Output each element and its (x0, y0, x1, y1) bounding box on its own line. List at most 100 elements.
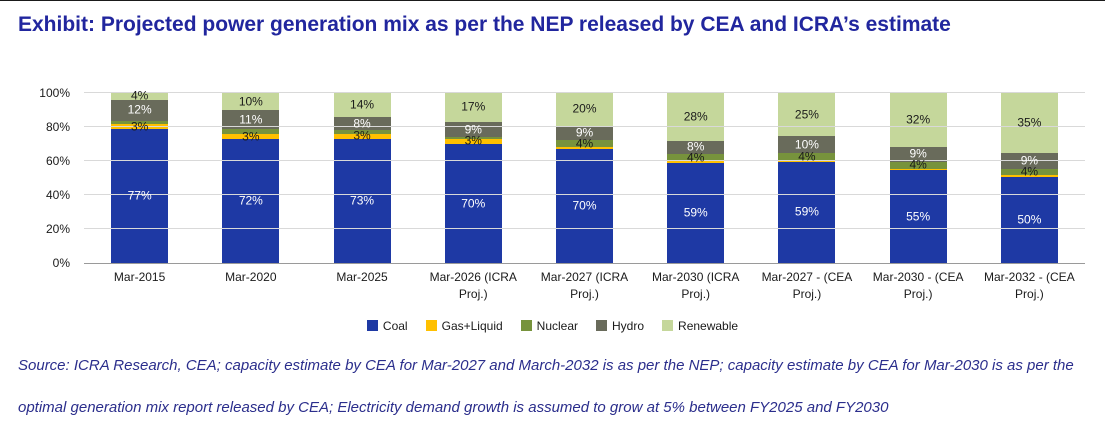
bar-segment-coal: 50% (1000, 177, 1058, 263)
bar-segment-hydro: 9% (555, 125, 613, 141)
bar-segment-renewable: 28% (667, 93, 725, 141)
bar-segment-coal: 72% (222, 139, 280, 263)
bar-segment-renewable: 20% (555, 93, 613, 126)
legend-label: Renewable (678, 318, 739, 333)
stacked-bar: 17% 9% 3% 70% (444, 93, 502, 263)
segment-value-label: 8% (353, 116, 371, 131)
y-axis-tick-0: 0% (52, 256, 70, 270)
bar-segment-coal: 59% (667, 162, 725, 263)
bar-segment-nuclear: 4% (778, 150, 836, 163)
y-axis-tick-40: 40% (45, 188, 70, 202)
bar-slot: 14% 8% 3% 73% (306, 93, 417, 263)
stacked-bar: 14% 8% 3% 73% (333, 93, 391, 263)
y-axis: 0% 20% 40% 60% 80% 100% (20, 86, 78, 270)
grid-line-80 (84, 126, 1085, 127)
grid-line-40 (84, 194, 1085, 195)
segment-value-label: 32% (906, 112, 931, 127)
bar-segment-gas-liquid (667, 161, 725, 163)
bar-segment-hydro: 8% (667, 140, 725, 155)
grid-line-100 (84, 92, 1085, 93)
legend-swatch-nuclear (520, 320, 532, 332)
legend-label: Hydro (612, 318, 645, 333)
segment-value-label: 72% (238, 193, 263, 208)
grid-line-20 (84, 228, 1085, 229)
bar-segment-coal: 73% (333, 138, 391, 263)
segment-value-label: 11% (239, 112, 263, 127)
segment-value-label: 59% (794, 204, 819, 219)
legend-item-hydro: Hydro (596, 319, 644, 333)
y-axis-tick-100: 100% (39, 86, 70, 100)
plot-row: 0% 20% 40% 60% 80% 100% 4% 12% 3% 77% 10% 11% 3% 72%… (20, 86, 1085, 270)
bar-segment-coal: 70% (444, 144, 502, 263)
stacked-bar: 35% 9% 4% 50% (1000, 93, 1058, 263)
y-axis-tick-20: 20% (45, 222, 70, 236)
chart-title: Exhibit: Projected power generation mix … (18, 13, 951, 36)
x-axis: Mar-2015 Mar-2020 Mar-2025 Mar-2026 (ICRA P… (84, 263, 1085, 303)
segment-value-label: 20% (572, 101, 597, 116)
segment-value-label: 73% (350, 193, 375, 208)
segment-value-label: 10% (238, 94, 263, 109)
bar-segment-renewable: 4% (111, 89, 169, 102)
category-label: Mar-2027 - (CEA Proj.) (761, 270, 853, 301)
bar-segment-coal: 55% (889, 170, 947, 263)
segment-value-label: 17% (461, 99, 486, 114)
bar-slot: 20% 9% 4% 70% (529, 93, 640, 263)
bar-segment-coal: 70% (555, 148, 613, 263)
bar-slot: 4% 12% 3% 77% (84, 89, 195, 263)
segment-value-label: 50% (1017, 212, 1042, 227)
bar-segment-nuclear (111, 120, 169, 125)
legend-item-gas-liquid: Gas+Liquid (425, 319, 503, 333)
bar-segment-hydro: 8% (333, 117, 391, 131)
plot-area: 4% 12% 3% 77% 10% 11% 3% 72% 14% 8% 3% 73% 17% 9% 3% 70… (84, 89, 1085, 264)
bar-segment-coal: 77% (111, 129, 169, 263)
category-label: Mar-2025 (336, 270, 388, 284)
legend-label: Coal (382, 318, 408, 333)
legend-swatch-gas-liquid (425, 320, 437, 332)
y-axis-tick-80: 80% (45, 120, 70, 134)
bar-slot: 28% 8% 4% 59% (640, 93, 751, 263)
source-note-line-1: Source: ICRA Research, CEA; capacity est… (18, 357, 1074, 374)
legend-swatch-hydro (596, 320, 608, 332)
bar-slot: 32% 9% 4% 55% (863, 93, 974, 263)
category-label: Mar-2020 (225, 270, 277, 284)
bar-segment-gas-liquid (889, 168, 947, 171)
bar-segment-hydro: 9% (444, 121, 502, 138)
segment-value-label: 14% (350, 97, 375, 112)
legend-label: Nuclear (536, 318, 579, 333)
segment-value-label: 70% (572, 198, 597, 213)
bar-segment-renewable: 10% (222, 93, 280, 111)
stacked-bar: 20% 9% 4% 70% (555, 93, 613, 263)
bar-segment-renewable: 14% (333, 93, 391, 117)
segment-value-label: 12% (127, 102, 152, 117)
stacked-bar: 25% 10% 4% 59% (778, 93, 836, 263)
bar-segment-hydro: 10% (778, 135, 836, 154)
category-label: Mar-2030 - (CEA Proj.) (872, 270, 964, 301)
bar-segment-nuclear (222, 129, 280, 135)
category-label: Mar-2027 (ICRA Proj.) (540, 270, 629, 301)
segment-value-label: 10% (794, 137, 819, 152)
category-label: Mar-2015 (113, 270, 166, 284)
bars-container: 4% 12% 3% 77% 10% 11% 3% 72% 14% 8% 3% 73% 17% 9% 3% 70… (84, 89, 1085, 263)
y-axis-tick-60: 60% (45, 154, 70, 168)
category-label: Mar-2026 (ICRA Proj.) (429, 270, 517, 301)
bar-segment-renewable: 17% (444, 93, 502, 122)
bar-slot: 10% 11% 3% 72% (195, 93, 306, 263)
bar-segment-gas-liquid (555, 146, 613, 149)
bar-segment-renewable: 25% (778, 93, 836, 136)
category-label: Mar-2032 - (CEA Proj.) (984, 270, 1075, 301)
bar-segment-coal: 59% (778, 161, 836, 263)
legend-swatch-coal (366, 320, 378, 332)
bar-slot: 25% 10% 4% 59% (751, 93, 862, 263)
bar-segment-nuclear: 4% (889, 158, 947, 171)
stacked-bar: 32% 9% 4% 55% (889, 93, 947, 263)
segment-value-label: 59% (683, 205, 708, 220)
segment-value-label: 70% (461, 196, 486, 210)
source-note-line-2: optimal generation mix report released b… (18, 399, 889, 416)
legend: Coal Gas+Liquid Nuclear Hydro Renewable (20, 319, 1085, 333)
segment-value-label: 8% (687, 139, 705, 154)
segment-value-label: 35% (1017, 115, 1042, 130)
stacked-bar: 4% 12% 3% 77% (111, 89, 169, 263)
bar-segment-renewable: 35% (1000, 93, 1058, 154)
bar-segment-hydro: 12% (111, 99, 169, 121)
